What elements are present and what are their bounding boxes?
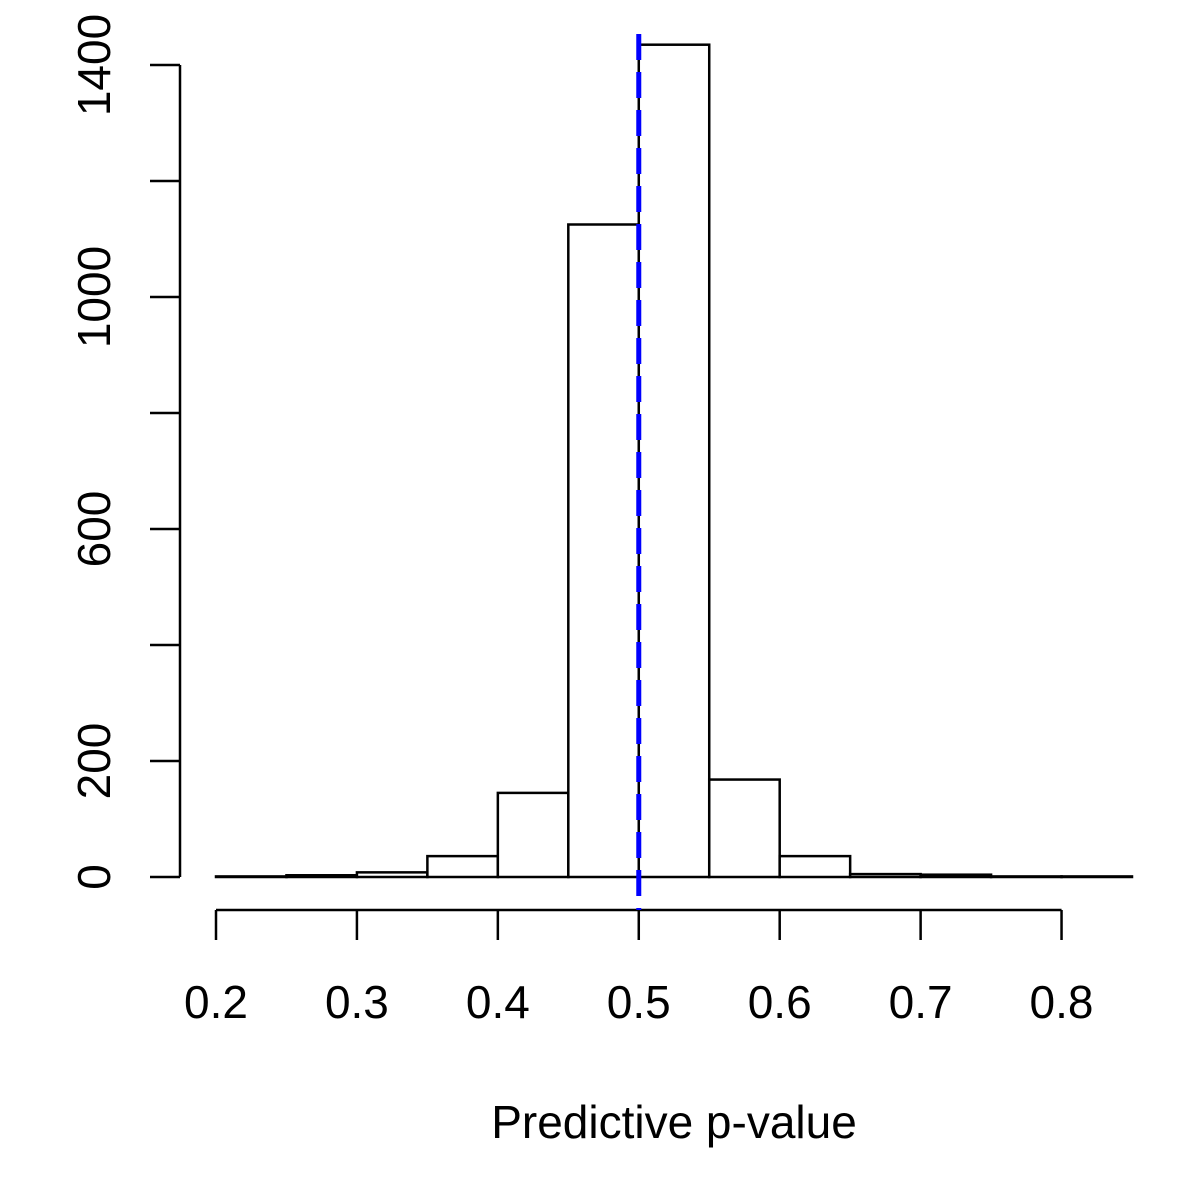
histogram-bar-0: [214, 875, 288, 879]
x-tick-label-1: 0.3: [325, 976, 389, 1028]
histogram-bar-2: [355, 871, 429, 879]
x-tick-label-6: 0.8: [1030, 976, 1094, 1028]
y-tick-label-3: 600: [68, 491, 120, 568]
y-axis: 0 200 600 1000 1400: [68, 14, 182, 890]
x-tick-label-0: 0.2: [184, 976, 248, 1028]
x-axis-title: Predictive p-value: [491, 1096, 857, 1148]
histogram-bar-8: [778, 854, 852, 879]
x-tick-label-3: 0.5: [607, 976, 671, 1028]
x-axis: 0.2 0.3 0.4 0.5 0.6 0.7 0.8: [184, 908, 1094, 1028]
histogram-bar-6: [637, 43, 711, 879]
histogram-bar-7: [707, 778, 781, 879]
histogram-bar-11: [989, 875, 1063, 879]
histogram-bar-1: [285, 874, 359, 879]
x-tick-label-4: 0.6: [748, 976, 812, 1028]
x-tick-label-2: 0.4: [466, 976, 530, 1028]
histogram-bar-12: [1060, 875, 1134, 879]
histogram-bars: [214, 43, 1134, 879]
y-tick-label-1: 200: [68, 723, 120, 800]
y-tick-label-7: 1400: [68, 14, 120, 116]
y-tick-label-5: 1000: [68, 246, 120, 348]
histogram-bar-9: [848, 872, 922, 879]
y-tick-label-0: 0: [68, 864, 120, 890]
histogram-bar-3: [426, 854, 500, 879]
x-tick-label-5: 0.7: [889, 976, 953, 1028]
histogram-bar-10: [919, 873, 993, 879]
histogram-bar-5: [567, 223, 641, 879]
histogram-bar-4: [496, 791, 570, 879]
